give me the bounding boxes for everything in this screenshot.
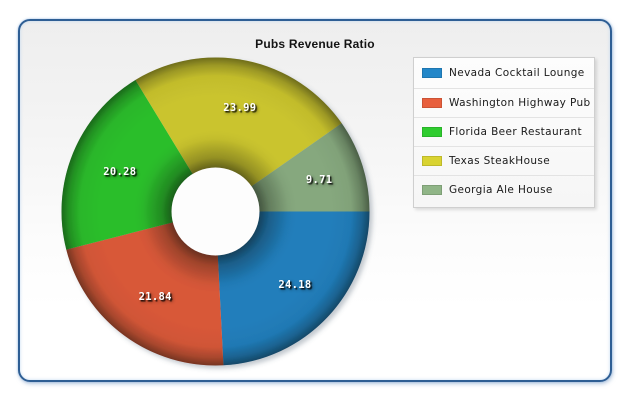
legend-swatch bbox=[422, 98, 442, 108]
legend-item-florida-beer-restaurant[interactable]: Florida Beer Restaurant bbox=[414, 117, 594, 146]
legend-item-texas-steakhouse[interactable]: Texas SteakHouse bbox=[414, 146, 594, 175]
slice-value-label: 21.84 bbox=[138, 290, 172, 303]
legend-label: Texas SteakHouse bbox=[449, 155, 551, 167]
legend-swatch bbox=[422, 185, 442, 195]
legend-label: Washington Highway Pub bbox=[449, 97, 591, 109]
slice-value-label: 23.99 bbox=[223, 101, 257, 114]
legend-rows: Nevada Cocktail Lounge Washington Highway… bbox=[414, 58, 594, 204]
chart-title: Pubs Revenue Ratio bbox=[255, 37, 375, 51]
legend-item-washington-highway-pub[interactable]: Washington Highway Pub bbox=[414, 88, 594, 117]
legend-swatch bbox=[422, 68, 442, 78]
legend-item-georgia-ale-house[interactable]: Georgia Ale House bbox=[414, 175, 594, 204]
legend-item-nevada-cocktail-lounge[interactable]: Nevada Cocktail Lounge bbox=[414, 58, 594, 88]
legend-label: Nevada Cocktail Lounge bbox=[449, 67, 585, 79]
donut-hole bbox=[171, 167, 260, 256]
legend-swatch bbox=[422, 156, 442, 166]
slice-value-label: 20.28 bbox=[103, 165, 137, 178]
slice-value-label: 9.71 bbox=[305, 173, 333, 186]
legend-swatch bbox=[422, 127, 442, 137]
legend-label: Florida Beer Restaurant bbox=[449, 126, 583, 138]
slice-value-label: 24.18 bbox=[278, 278, 312, 291]
legend: Nevada Cocktail Lounge Washington Highway… bbox=[413, 57, 595, 208]
legend-label: Georgia Ale House bbox=[449, 184, 553, 196]
